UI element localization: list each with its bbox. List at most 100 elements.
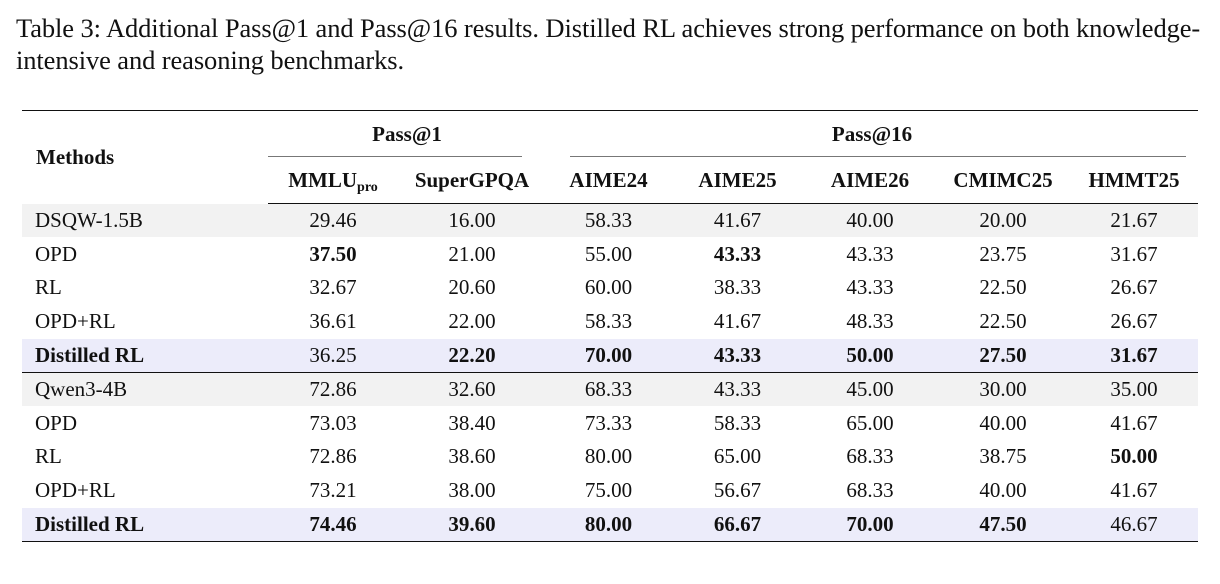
value-cell: 72.86 bbox=[268, 371, 398, 407]
value-cell: 26.67 bbox=[1110, 309, 1158, 334]
value-cell: 38.75 bbox=[979, 444, 1027, 469]
value-cell: 41.67 bbox=[1110, 478, 1158, 503]
value-cell: 30.00 bbox=[936, 371, 1070, 407]
value-cell: 40.00 bbox=[979, 478, 1027, 503]
value-cell: 70.00 bbox=[804, 507, 936, 542]
method-cell: OPD bbox=[35, 241, 78, 266]
method-cell: DSQW-1.5B bbox=[22, 203, 268, 238]
value-cell: 16.00 bbox=[398, 203, 546, 238]
method-cell: Qwen3-4B bbox=[22, 371, 268, 407]
value-cell: 75.00 bbox=[584, 478, 633, 503]
column-header-aime25: AIME25 bbox=[671, 157, 804, 204]
table-row: Qwen3-4B 72.86 32.60 68.33 43.33 45.00 30.00 35… bbox=[22, 371, 1199, 407]
value-cell: 56.67 bbox=[713, 478, 762, 503]
value-cell: 26.67 bbox=[1110, 275, 1158, 300]
value-cell: 41.67 bbox=[671, 203, 804, 238]
value-cell: 65.00 bbox=[846, 410, 894, 435]
table-row: RL 72.86 38.60 80.00 65.00 68.33 38.75 50.00 bbox=[22, 440, 1198, 474]
value-cell: 73.33 bbox=[584, 410, 633, 435]
method-cell: OPD+RL bbox=[35, 478, 116, 503]
method-cell: Distilled RL bbox=[22, 338, 268, 373]
method-cell: RL bbox=[35, 275, 62, 300]
value-cell: 43.33 bbox=[671, 338, 804, 373]
value-cell: 36.61 bbox=[309, 309, 357, 334]
table-row: Distilled RL 74.46 39.60 80.00 66.67 70.00 47.… bbox=[22, 507, 1199, 542]
value-cell: 23.75 bbox=[979, 241, 1027, 266]
methods-header: Methods bbox=[22, 110, 268, 204]
value-cell: 72.86 bbox=[309, 444, 357, 469]
value-cell: 38.00 bbox=[448, 478, 496, 503]
value-cell: 20.60 bbox=[448, 275, 496, 300]
column-header-label: AIME25 bbox=[698, 167, 777, 192]
value-cell: 38.40 bbox=[448, 410, 496, 435]
value-cell: 68.33 bbox=[846, 478, 894, 503]
column-header-label: AIME26 bbox=[830, 167, 910, 192]
group-header-row: Methods Pass@1 Pass@16 bbox=[22, 110, 1199, 204]
table-body: DSQW-1.5B 29.46 16.00 58.33 41.67 40.00 20.00 2… bbox=[22, 203, 1199, 542]
method-cell: Distilled RL bbox=[22, 507, 268, 542]
value-cell: 22.50 bbox=[979, 275, 1027, 300]
table-row: DSQW-1.5B 29.46 16.00 58.33 41.67 40.00 20.00 2… bbox=[22, 203, 1199, 238]
value-cell: 27.50 bbox=[936, 338, 1070, 373]
table-row: OPD+RL 73.21 38.00 75.00 56.67 68.33 40.00 41.6… bbox=[22, 474, 1198, 508]
column-header-row: MMLUpro SuperGPQA AIME24 AIME25 AIME26 CMIMC2… bbox=[22, 157, 1199, 204]
value-cell: 50.00 bbox=[1110, 444, 1158, 469]
value-cell: 45.00 bbox=[804, 371, 936, 407]
column-header-mmlu: MMLUpro bbox=[268, 157, 398, 204]
column-header-supergpqa: SuperGPQA bbox=[398, 157, 546, 204]
value-cell: 58.33 bbox=[584, 309, 633, 334]
value-cell: 38.33 bbox=[713, 275, 762, 300]
value-cell: 32.67 bbox=[309, 275, 357, 300]
value-cell: 46.67 bbox=[1070, 507, 1199, 542]
value-cell: 58.33 bbox=[546, 203, 671, 238]
table-row: RL 32.67 20.60 60.00 38.33 43.33 22.50 26.67 bbox=[22, 271, 1198, 305]
value-cell: 60.00 bbox=[584, 275, 633, 300]
value-cell: 68.33 bbox=[546, 371, 671, 407]
value-cell: 73.03 bbox=[309, 410, 357, 435]
value-cell: 43.33 bbox=[846, 241, 894, 266]
value-cell: 66.67 bbox=[671, 507, 804, 542]
value-cell: 21.67 bbox=[1070, 203, 1199, 238]
value-cell: 36.25 bbox=[268, 338, 398, 373]
column-header-subscript: pro bbox=[357, 179, 378, 195]
value-cell: 21.00 bbox=[448, 241, 496, 266]
results-table: Methods Pass@1 Pass@16 MMLUpro SuperGPQA A… bbox=[22, 110, 1199, 542]
table-row: OPD+RL 36.61 22.00 58.33 41.67 48.33 22.50 26.6… bbox=[22, 305, 1198, 339]
value-cell: 73.21 bbox=[309, 478, 357, 503]
value-cell: 40.00 bbox=[979, 410, 1027, 435]
column-header-hmmt25: HMMT25 bbox=[1070, 157, 1199, 204]
column-header-label: AIME24 bbox=[569, 167, 648, 192]
column-header-label: CMIMC25 bbox=[953, 167, 1053, 192]
column-header-aime26: AIME26 bbox=[804, 157, 936, 204]
value-cell: 39.60 bbox=[398, 507, 546, 542]
value-cell: 43.33 bbox=[671, 371, 804, 407]
value-cell: 38.60 bbox=[448, 444, 496, 469]
value-cell: 29.46 bbox=[268, 203, 398, 238]
table-row: OPD 73.03 38.40 73.33 58.33 65.00 40.00 41.67 bbox=[22, 406, 1198, 440]
value-cell: 40.00 bbox=[804, 203, 936, 238]
column-header-cmimc25: CMIMC25 bbox=[936, 157, 1070, 204]
value-cell: 41.67 bbox=[1110, 410, 1158, 435]
value-cell: 55.00 bbox=[584, 241, 633, 266]
value-cell: 74.46 bbox=[268, 507, 398, 542]
value-cell: 35.00 bbox=[1070, 371, 1199, 407]
value-cell: 65.00 bbox=[713, 444, 762, 469]
value-cell: 43.33 bbox=[713, 241, 762, 266]
group-header-pass1: Pass@1 bbox=[268, 110, 546, 157]
value-cell: 48.33 bbox=[846, 309, 894, 334]
value-cell: 31.67 bbox=[1070, 338, 1199, 373]
value-cell: 31.67 bbox=[1110, 241, 1158, 266]
table-caption: Table 3: Additional Pass@1 and Pass@16 r… bbox=[16, 13, 1201, 75]
column-header-label: HMMT25 bbox=[1088, 167, 1180, 192]
method-cell: OPD+RL bbox=[35, 309, 116, 334]
group-header-pass16: Pass@16 bbox=[546, 110, 1199, 157]
value-cell: 47.50 bbox=[936, 507, 1070, 542]
table-row: Distilled RL 36.25 22.20 70.00 43.33 50.00 27.… bbox=[22, 338, 1199, 373]
value-cell: 20.00 bbox=[936, 203, 1070, 238]
value-cell: 80.00 bbox=[546, 507, 671, 542]
method-cell: OPD bbox=[35, 410, 78, 435]
value-cell: 80.00 bbox=[584, 444, 633, 469]
column-header-aime24: AIME24 bbox=[546, 157, 671, 204]
value-cell: 68.33 bbox=[846, 444, 894, 469]
column-header-label: SuperGPQA bbox=[414, 167, 530, 192]
